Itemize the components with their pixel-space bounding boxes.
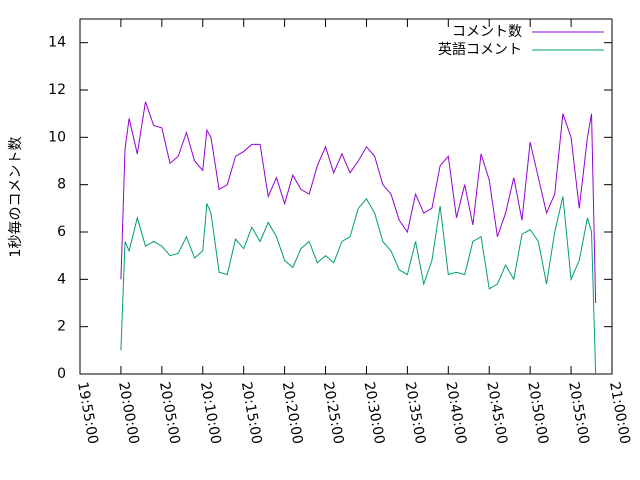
x-tick-label: 20:45:00 [483,381,510,446]
x-tick-label: 19:55:00 [74,381,101,446]
x-tick-label: 20:15:00 [238,381,265,446]
x-tick-label: 20:05:00 [156,381,183,446]
x-tick-label: 20:40:00 [442,381,469,446]
x-tick-label: 21:00:00 [606,381,633,446]
x-tick-label: 20:35:00 [402,381,429,446]
x-tick-label: 20:55:00 [565,381,592,446]
legend-label: 英語コメント [438,41,522,58]
x-tick-label: 20:30:00 [361,381,388,446]
x-tick-label: 20:20:00 [279,381,306,446]
y-tick-label: 4 [57,271,66,287]
y-tick-label: 12 [48,82,66,98]
x-tick-label: 20:25:00 [320,381,347,446]
x-tick-label: 20:00:00 [115,381,142,446]
x-tick-label: 20:10:00 [197,381,224,446]
y-axis-label: 1秒毎のコメント数 [8,137,24,258]
legend-label: コメント数 [452,24,522,40]
y-tick-label: 14 [48,35,66,51]
y-tick-label: 6 [57,224,66,240]
y-tick-label: 8 [57,177,66,193]
series-line [120,101,597,304]
y-tick-label: 0 [57,366,66,382]
x-tick-label: 20:50:00 [524,381,551,446]
plot-frame [79,18,613,375]
series-line [120,196,597,375]
y-tick-label: 2 [57,319,66,335]
y-tick-label: 10 [48,129,66,145]
